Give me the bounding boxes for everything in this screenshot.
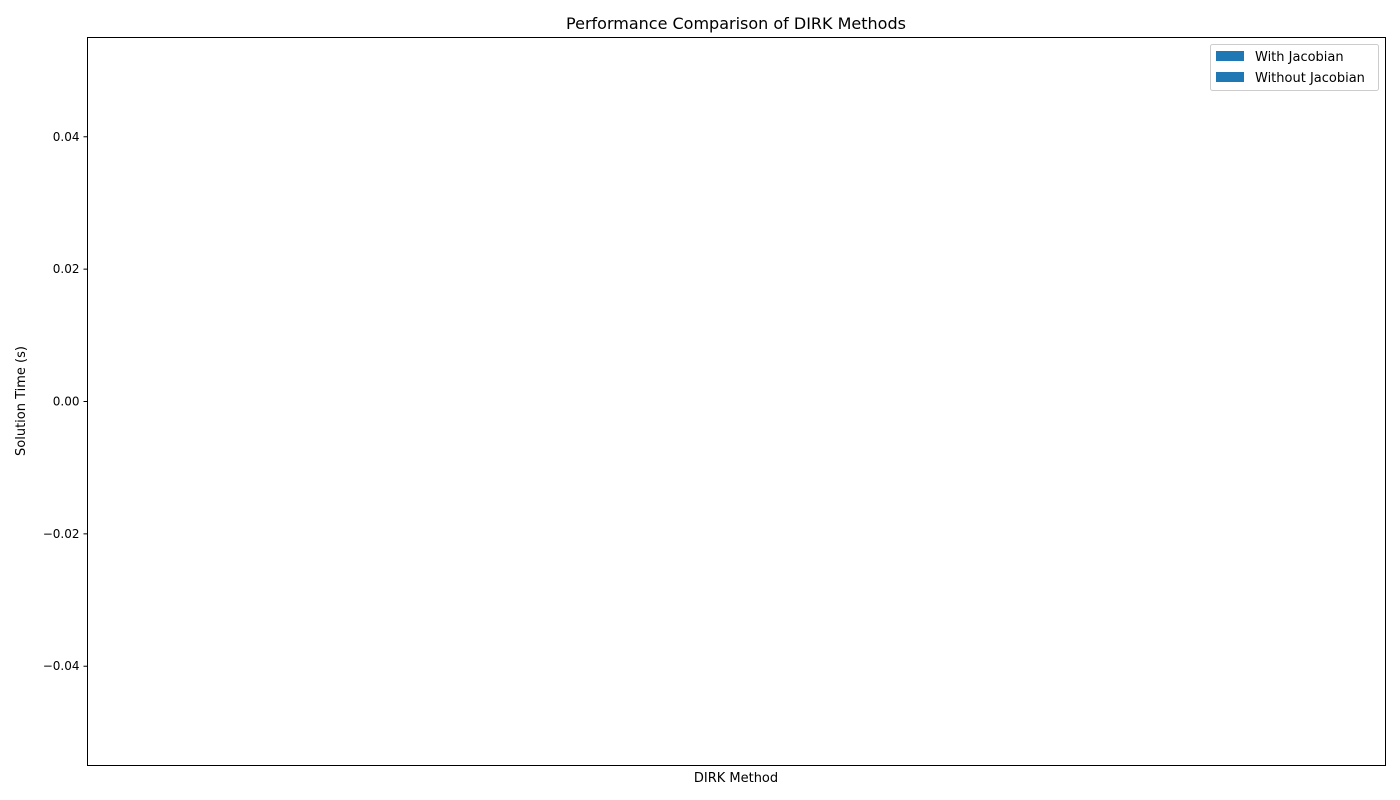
y-tick-label: 0.02 [53, 262, 80, 276]
legend-box [1210, 44, 1379, 91]
y-tick-label: −0.02 [43, 527, 80, 541]
y-tick-label: 0.04 [53, 130, 80, 144]
y-tick-label: 0.00 [53, 395, 80, 409]
x-axis-label: DIRK Method [694, 771, 778, 786]
legend-label-without-jacobian: Without Jacobian [1255, 71, 1365, 86]
plot-area [87, 37, 1386, 766]
y-axis: 0.04 0.02 0.00 −0.02 −0.04 [43, 130, 88, 673]
y-tick-label: −0.04 [43, 659, 80, 673]
y-axis-label: Solution Time (s) [14, 346, 29, 456]
chart-title: Performance Comparison of DIRK Methods [566, 14, 906, 33]
legend-swatch-without-jacobian [1216, 72, 1244, 82]
legend: With Jacobian Without Jacobian [1210, 44, 1379, 91]
legend-swatch-with-jacobian [1216, 51, 1244, 61]
legend-label-with-jacobian: With Jacobian [1255, 50, 1344, 65]
